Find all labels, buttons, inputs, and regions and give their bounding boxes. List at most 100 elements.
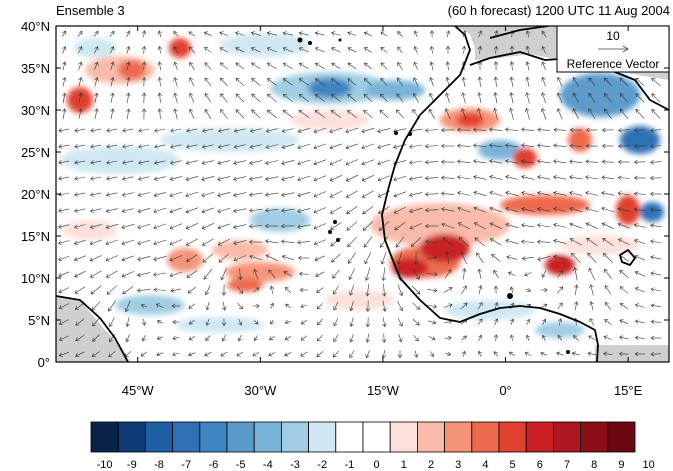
wind-vector: [461, 251, 467, 265]
wind-vector-head: [62, 76, 67, 81]
wind-vector: [89, 239, 103, 245]
wind-vector-head: [509, 334, 515, 339]
wind-vector: [284, 352, 292, 356]
wind-vector-head: [233, 128, 238, 133]
lat-tick-label: 10°N: [21, 271, 50, 286]
wind-vector-head: [553, 254, 558, 260]
wind-vector: [186, 128, 198, 132]
wind-vector: [489, 207, 503, 213]
wind-vector: [170, 160, 182, 164]
wind-vector-head: [285, 303, 290, 308]
wind-vector-head: [634, 238, 639, 244]
wind-vector: [254, 269, 258, 279]
wind-vector: [458, 222, 470, 230]
wind-vector: [74, 160, 86, 164]
anomaly-blob: [640, 202, 664, 222]
wind-vector-head: [363, 47, 368, 52]
wind-vector-head: [172, 335, 177, 341]
wind-vector: [110, 61, 114, 71]
wind-vector: [505, 223, 519, 229]
wind-vector-head: [345, 177, 350, 182]
wind-vector-head: [587, 351, 592, 356]
wind-vector: [58, 271, 70, 277]
wind-vector-head: [588, 92, 593, 97]
wind-vector-head: [221, 292, 227, 296]
wind-vector-head: [541, 46, 546, 51]
wind-vector: [524, 352, 532, 356]
wind-vector-head: [217, 208, 222, 214]
wind-vector-head: [617, 159, 622, 165]
wind-vector: [299, 273, 309, 275]
wind-vector: [251, 32, 261, 36]
wind-vector-head: [524, 272, 529, 277]
anomaly-blob: [175, 317, 265, 333]
wind-vector-head: [347, 243, 352, 248]
wind-vector-field: [58, 30, 662, 359]
wind-vector-head: [569, 191, 574, 196]
wind-vector: [220, 62, 228, 70]
wind-vector-head: [189, 77, 194, 82]
wind-vector: [217, 176, 231, 180]
wind-vector: [347, 62, 357, 70]
wind-vector: [618, 192, 630, 196]
wind-vector: [218, 128, 230, 132]
wind-vector: [588, 335, 596, 341]
wind-vector-head: [572, 77, 577, 82]
wind-vector-head: [58, 176, 63, 181]
colorbar-label: 6: [537, 459, 543, 471]
wind-vector-head: [94, 61, 99, 66]
wind-vector-head: [58, 224, 63, 229]
wind-vector: [331, 78, 341, 86]
wind-vector: [158, 30, 162, 38]
wind-vector: [333, 334, 339, 342]
wind-vector: [380, 93, 388, 103]
wind-vector: [281, 160, 295, 164]
wind-vector: [569, 223, 583, 229]
wind-vector-head: [525, 45, 531, 50]
wind-vector-head: [169, 160, 174, 165]
wind-vector: [604, 93, 612, 103]
wind-vector: [58, 144, 70, 148]
wind-vector-head: [440, 143, 445, 149]
wind-vector-head: [541, 92, 546, 97]
wind-vector: [602, 238, 614, 246]
wind-vector: [521, 160, 535, 164]
wind-vector-head: [543, 303, 548, 308]
anomaly-blob: [167, 248, 203, 272]
wind-vector: [187, 286, 197, 294]
wind-vector: [106, 144, 118, 148]
wind-vector: [380, 78, 388, 86]
wind-vector-head: [363, 78, 368, 83]
colorbar-label: -5: [236, 459, 246, 471]
wind-vector: [235, 93, 245, 103]
wind-vector: [442, 237, 454, 247]
wind-vector: [601, 207, 615, 213]
wind-vector: [425, 177, 439, 179]
anomaly-blob: [513, 148, 537, 168]
wind-vector-head: [431, 336, 436, 341]
wind-vector-head: [126, 76, 131, 81]
wind-vector: [313, 159, 327, 165]
wind-vector-head: [489, 174, 494, 180]
wind-vector-head: [236, 352, 241, 357]
wind-vector-head: [491, 254, 496, 258]
wind-vector-head: [601, 175, 606, 180]
wind-vector-head: [313, 128, 318, 134]
wind-vector: [478, 285, 482, 295]
wind-vector-head: [379, 109, 384, 114]
colorbar-label: 2: [428, 459, 434, 471]
lon-tick-label: 30°W: [244, 383, 277, 398]
wind-vector: [285, 320, 291, 324]
wind-vector: [169, 271, 183, 277]
wind-vector-head: [170, 128, 175, 133]
wind-vector-head: [249, 254, 254, 259]
wind-vector-head: [553, 127, 558, 133]
wind-vector-head: [558, 302, 563, 307]
wind-vector-head: [569, 159, 574, 164]
wind-vector-head: [541, 30, 546, 35]
wind-vector-head: [281, 208, 285, 213]
wind-vector-head: [542, 318, 547, 323]
wind-vector: [427, 256, 437, 260]
wind-vector-head: [298, 271, 303, 277]
colorbar-swatch: [553, 421, 582, 453]
